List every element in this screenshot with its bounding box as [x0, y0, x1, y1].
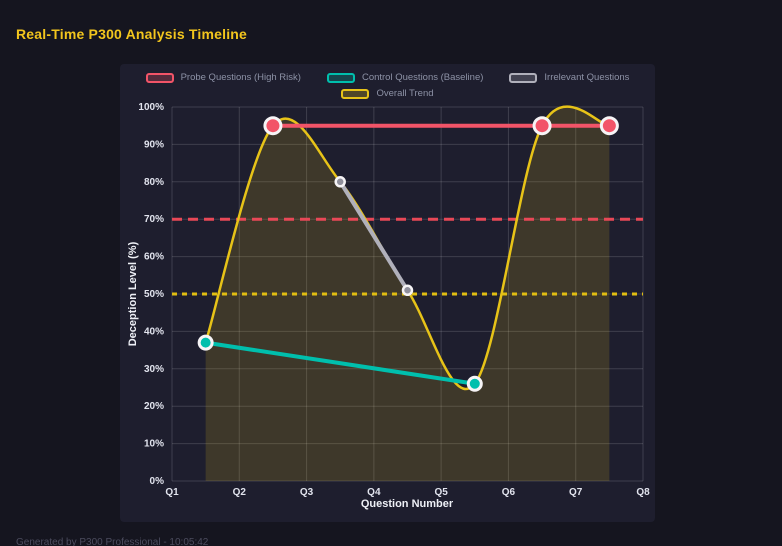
y-tick-label: 60% [144, 252, 164, 263]
y-tick-label: 80% [144, 177, 164, 188]
data-point[interactable] [197, 334, 214, 351]
x-tick-label: Q6 [502, 487, 516, 498]
x-axis-title: Question Number [360, 498, 454, 510]
y-tick-label: 40% [144, 326, 164, 337]
data-point[interactable] [599, 116, 619, 136]
data-point[interactable] [401, 284, 414, 297]
chart-panel: Probe Questions (High Risk) Control Ques… [120, 64, 655, 522]
legend-swatch-control [326, 72, 355, 83]
legend-label-trend: Overall Trend [376, 88, 434, 99]
x-tick-label: Q2 [233, 487, 247, 498]
y-tick-label: 90% [144, 139, 164, 150]
data-point[interactable] [334, 176, 346, 188]
data-point[interactable] [466, 375, 483, 392]
legend-label-probe: Probe Questions (High Risk) [180, 72, 301, 83]
y-tick-label: 100% [138, 102, 164, 113]
legend-swatch-probe [145, 72, 174, 83]
data-point[interactable] [263, 116, 283, 136]
legend-item-trend[interactable]: Overall Trend [341, 88, 434, 99]
legend-swatch-trend [341, 88, 370, 99]
x-tick-label: Q4 [367, 487, 381, 498]
legend-item-probe[interactable]: Probe Questions (High Risk) [145, 72, 301, 83]
legend-label-irrelevant: Irrelevant Questions [544, 72, 630, 83]
x-tick-label: Q7 [569, 487, 583, 498]
y-tick-label: 50% [144, 289, 164, 300]
footer-note: Generated by P300 Professional - 10:05:4… [16, 537, 209, 546]
page-title: Real-Time P300 Analysis Timeline [16, 26, 248, 42]
line-chart-plot[interactable]: 0% 10% 20% 30% 40% 50% 60% 70% 80% 90% 100% Q1 Q2 Q3 Q… [120, 64, 655, 522]
chart-legend: Probe Questions (High Risk) Control Ques… [120, 72, 655, 83]
y-tick-label: 0% [150, 476, 165, 487]
series-line-1 [203, 340, 477, 386]
chart-legend-row2: Overall Trend [120, 88, 655, 99]
y-axis-title: Deception Level (%) [127, 241, 139, 347]
legend-label-control: Control Questions (Baseline) [361, 72, 484, 83]
series-line-2 [338, 179, 410, 293]
y-tick-label: 30% [144, 364, 164, 375]
legend-item-irrelevant[interactable]: Irrelevant Questions [509, 72, 629, 83]
x-tick-label: Q1 [165, 487, 179, 498]
legend-item-control[interactable]: Control Questions (Baseline) [326, 72, 484, 83]
legend-swatch-irrelevant [509, 72, 538, 83]
y-tick-label: 20% [144, 401, 164, 412]
data-point[interactable] [532, 116, 552, 136]
x-tick-label: Q5 [434, 487, 448, 498]
y-tick-label: 10% [144, 439, 164, 450]
y-tick-label: 70% [144, 214, 164, 225]
x-tick-label: Q3 [300, 487, 314, 498]
x-tick-label: Q8 [636, 487, 650, 498]
